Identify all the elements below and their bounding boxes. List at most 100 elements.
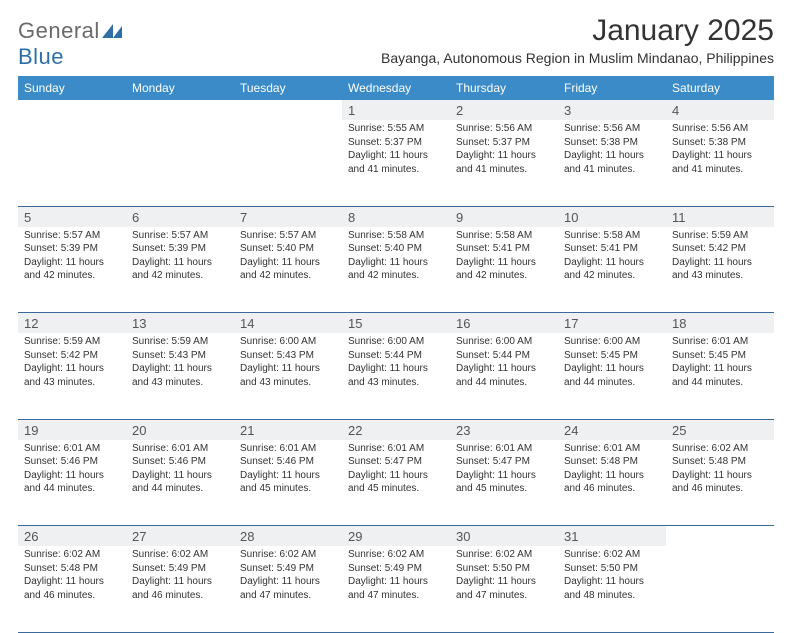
daylight-line: Daylight: 11 hours and 43 minutes.	[240, 362, 336, 389]
daylight-line: Daylight: 11 hours and 42 minutes.	[240, 256, 336, 283]
daylight-line: Daylight: 11 hours and 44 minutes.	[132, 469, 228, 496]
daylight-line: Daylight: 11 hours and 42 minutes.	[456, 256, 552, 283]
brand-name-b: Blue	[18, 44, 64, 69]
sunrise-line: Sunrise: 5:59 AM	[672, 229, 768, 243]
daylight-line: Daylight: 11 hours and 43 minutes.	[672, 256, 768, 283]
day-detail: Sunrise: 6:01 AMSunset: 5:46 PMDaylight:…	[234, 440, 342, 502]
sunset-line: Sunset: 5:46 PM	[132, 455, 228, 469]
day-body-cell: Sunrise: 6:01 AMSunset: 5:46 PMDaylight:…	[234, 440, 342, 526]
sunset-line: Sunset: 5:45 PM	[564, 349, 660, 363]
day-detail: Sunrise: 6:01 AMSunset: 5:48 PMDaylight:…	[558, 440, 666, 502]
day-body-cell: Sunrise: 6:02 AMSunset: 5:48 PMDaylight:…	[18, 546, 126, 632]
sunset-line: Sunset: 5:37 PM	[456, 136, 552, 150]
day-number-row: 567891011	[18, 206, 774, 227]
calendar-head: SundayMondayTuesdayWednesdayThursdayFrid…	[18, 76, 774, 100]
calendar-table: SundayMondayTuesdayWednesdayThursdayFrid…	[18, 76, 774, 633]
day-detail: Sunrise: 6:00 AMSunset: 5:44 PMDaylight:…	[450, 333, 558, 395]
day-number-cell: 12	[18, 313, 126, 334]
daylight-line: Daylight: 11 hours and 44 minutes.	[456, 362, 552, 389]
day-number-cell: 29	[342, 526, 450, 547]
day-number-cell: 30	[450, 526, 558, 547]
brand-mark-icon	[102, 18, 124, 44]
day-number-cell: 26	[18, 526, 126, 547]
sunrise-line: Sunrise: 5:58 AM	[456, 229, 552, 243]
sunset-line: Sunset: 5:42 PM	[672, 242, 768, 256]
sunrise-line: Sunrise: 5:56 AM	[564, 122, 660, 136]
day-number-cell: 22	[342, 419, 450, 440]
weekday-header: Saturday	[666, 76, 774, 100]
brand-logo: General Blue	[18, 14, 124, 70]
day-number-cell: 11	[666, 206, 774, 227]
day-detail: Sunrise: 6:02 AMSunset: 5:48 PMDaylight:…	[666, 440, 774, 502]
daylight-line: Daylight: 11 hours and 45 minutes.	[348, 469, 444, 496]
day-body-cell: Sunrise: 5:57 AMSunset: 5:39 PMDaylight:…	[18, 227, 126, 313]
day-body-cell	[234, 120, 342, 206]
day-body-row: Sunrise: 6:02 AMSunset: 5:48 PMDaylight:…	[18, 546, 774, 632]
daylight-line: Daylight: 11 hours and 41 minutes.	[564, 149, 660, 176]
daylight-line: Daylight: 11 hours and 45 minutes.	[240, 469, 336, 496]
sunset-line: Sunset: 5:48 PM	[672, 455, 768, 469]
sunrise-line: Sunrise: 6:00 AM	[240, 335, 336, 349]
daylight-line: Daylight: 11 hours and 41 minutes.	[456, 149, 552, 176]
day-number-cell: 24	[558, 419, 666, 440]
daylight-line: Daylight: 11 hours and 46 minutes.	[564, 469, 660, 496]
daylight-line: Daylight: 11 hours and 42 minutes.	[564, 256, 660, 283]
day-body-cell: Sunrise: 6:02 AMSunset: 5:48 PMDaylight:…	[666, 440, 774, 526]
sunset-line: Sunset: 5:44 PM	[348, 349, 444, 363]
sunrise-line: Sunrise: 6:01 AM	[564, 442, 660, 456]
sunset-line: Sunset: 5:48 PM	[564, 455, 660, 469]
day-body-cell: Sunrise: 6:00 AMSunset: 5:44 PMDaylight:…	[342, 333, 450, 419]
daylight-line: Daylight: 11 hours and 43 minutes.	[132, 362, 228, 389]
sunrise-line: Sunrise: 5:58 AM	[564, 229, 660, 243]
daylight-line: Daylight: 11 hours and 46 minutes.	[132, 575, 228, 602]
day-detail: Sunrise: 6:00 AMSunset: 5:45 PMDaylight:…	[558, 333, 666, 395]
sunset-line: Sunset: 5:50 PM	[564, 562, 660, 576]
day-detail: Sunrise: 5:58 AMSunset: 5:40 PMDaylight:…	[342, 227, 450, 289]
day-number-cell: 7	[234, 206, 342, 227]
sunrise-line: Sunrise: 6:01 AM	[348, 442, 444, 456]
day-detail: Sunrise: 6:00 AMSunset: 5:44 PMDaylight:…	[342, 333, 450, 395]
sunset-line: Sunset: 5:49 PM	[348, 562, 444, 576]
sunset-line: Sunset: 5:49 PM	[132, 562, 228, 576]
day-body-cell: Sunrise: 5:59 AMSunset: 5:43 PMDaylight:…	[126, 333, 234, 419]
day-detail: Sunrise: 5:58 AMSunset: 5:41 PMDaylight:…	[450, 227, 558, 289]
day-body-cell: Sunrise: 6:01 AMSunset: 5:46 PMDaylight:…	[18, 440, 126, 526]
day-detail: Sunrise: 5:56 AMSunset: 5:38 PMDaylight:…	[666, 120, 774, 182]
day-detail: Sunrise: 5:57 AMSunset: 5:40 PMDaylight:…	[234, 227, 342, 289]
weekday-header: Thursday	[450, 76, 558, 100]
day-detail: Sunrise: 5:56 AMSunset: 5:37 PMDaylight:…	[450, 120, 558, 182]
daylight-line: Daylight: 11 hours and 42 minutes.	[24, 256, 120, 283]
sunrise-line: Sunrise: 5:57 AM	[132, 229, 228, 243]
day-number-cell	[666, 526, 774, 547]
day-number-cell: 14	[234, 313, 342, 334]
daylight-line: Daylight: 11 hours and 47 minutes.	[456, 575, 552, 602]
day-body-row: Sunrise: 5:55 AMSunset: 5:37 PMDaylight:…	[18, 120, 774, 206]
day-detail: Sunrise: 6:01 AMSunset: 5:47 PMDaylight:…	[342, 440, 450, 502]
sunset-line: Sunset: 5:40 PM	[240, 242, 336, 256]
day-number-cell: 17	[558, 313, 666, 334]
daylight-line: Daylight: 11 hours and 42 minutes.	[348, 256, 444, 283]
sunset-line: Sunset: 5:41 PM	[564, 242, 660, 256]
day-body-row: Sunrise: 5:57 AMSunset: 5:39 PMDaylight:…	[18, 227, 774, 313]
daylight-line: Daylight: 11 hours and 41 minutes.	[672, 149, 768, 176]
sunrise-line: Sunrise: 5:55 AM	[348, 122, 444, 136]
day-body-row: Sunrise: 6:01 AMSunset: 5:46 PMDaylight:…	[18, 440, 774, 526]
day-number-cell: 13	[126, 313, 234, 334]
sunset-line: Sunset: 5:45 PM	[672, 349, 768, 363]
sunrise-line: Sunrise: 6:00 AM	[348, 335, 444, 349]
day-detail: Sunrise: 6:01 AMSunset: 5:45 PMDaylight:…	[666, 333, 774, 395]
day-body-cell: Sunrise: 6:01 AMSunset: 5:48 PMDaylight:…	[558, 440, 666, 526]
sunrise-line: Sunrise: 5:56 AM	[456, 122, 552, 136]
header: General Blue January 2025 Bayanga, Auton…	[18, 14, 774, 70]
day-detail: Sunrise: 6:02 AMSunset: 5:48 PMDaylight:…	[18, 546, 126, 608]
sunrise-line: Sunrise: 5:59 AM	[132, 335, 228, 349]
day-detail: Sunrise: 6:01 AMSunset: 5:47 PMDaylight:…	[450, 440, 558, 502]
day-number-cell: 28	[234, 526, 342, 547]
sunset-line: Sunset: 5:47 PM	[456, 455, 552, 469]
daylight-line: Daylight: 11 hours and 42 minutes.	[132, 256, 228, 283]
sunrise-line: Sunrise: 6:02 AM	[456, 548, 552, 562]
daylight-line: Daylight: 11 hours and 44 minutes.	[564, 362, 660, 389]
day-number-cell: 2	[450, 100, 558, 120]
day-number-cell: 4	[666, 100, 774, 120]
sunset-line: Sunset: 5:49 PM	[240, 562, 336, 576]
